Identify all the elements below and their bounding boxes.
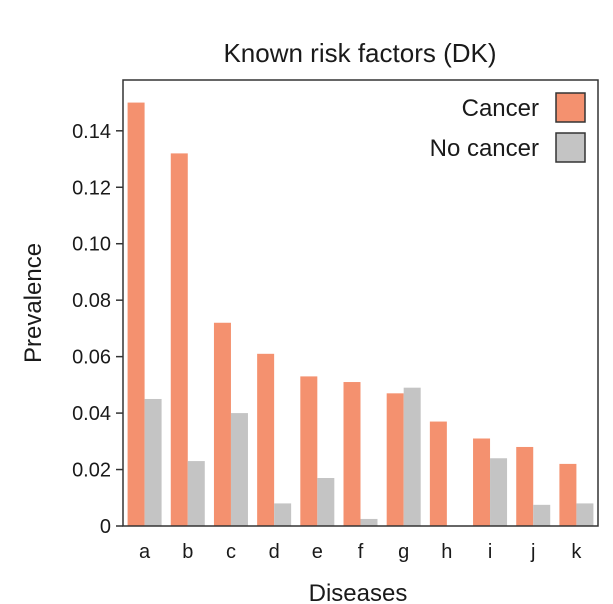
x-tick-label: h bbox=[441, 541, 452, 563]
plot-area: a b c d e f g h i j k 0 0.02 0.04 0.06 0.08 0.10 0.12 0.14 bbox=[72, 79, 599, 563]
x-tick-label: f bbox=[358, 541, 364, 563]
x-tick-label: c bbox=[226, 541, 236, 563]
y-tick-label: 0 bbox=[100, 516, 111, 538]
bar-g-cancer bbox=[386, 393, 404, 526]
bar-k-no-cancer bbox=[576, 503, 594, 526]
bar-b-cancer bbox=[170, 153, 188, 527]
x-tick-label: d bbox=[269, 541, 280, 563]
bar-i-cancer bbox=[473, 438, 491, 526]
legend-swatch-cancer bbox=[555, 92, 586, 123]
bar-d-no-cancer bbox=[274, 503, 292, 526]
y-tick-label: 0.08 bbox=[72, 290, 111, 312]
y-tick-label: 0.02 bbox=[72, 460, 111, 482]
x-tick-label: b bbox=[182, 541, 193, 563]
y-tick-label: 0.10 bbox=[72, 234, 111, 256]
bar-h-cancer bbox=[429, 421, 447, 526]
x-tick-label: g bbox=[398, 541, 409, 563]
x-tick-label: j bbox=[530, 541, 535, 563]
legend-swatch-no-cancer bbox=[555, 132, 586, 163]
y-tick-label: 0.12 bbox=[72, 177, 111, 199]
bar-c-cancer bbox=[213, 322, 231, 526]
legend: Cancer No cancer bbox=[430, 92, 586, 163]
y-axis-label: Prevalence bbox=[20, 243, 47, 363]
chart-title: Known risk factors (DK) bbox=[223, 38, 496, 68]
x-axis-label: Diseases bbox=[309, 580, 408, 604]
bar-c-no-cancer bbox=[230, 413, 248, 526]
bar-a-no-cancer bbox=[144, 398, 162, 526]
bar-j-no-cancer bbox=[533, 504, 551, 526]
bar-e-cancer bbox=[300, 376, 318, 526]
bar-i-no-cancer bbox=[490, 458, 508, 526]
bar-a-cancer bbox=[127, 102, 145, 526]
x-tick-label: a bbox=[139, 541, 151, 563]
x-tick-label: k bbox=[571, 541, 582, 563]
bar-g-no-cancer bbox=[403, 387, 421, 526]
bar-f-no-cancer bbox=[360, 518, 378, 526]
x-tick-label: e bbox=[312, 541, 323, 563]
legend-label-no-cancer: No cancer bbox=[430, 135, 539, 162]
bar-b-no-cancer bbox=[187, 461, 205, 526]
plot-frame bbox=[122, 79, 599, 527]
bar-f-cancer bbox=[343, 382, 361, 526]
y-tick-label: 0.04 bbox=[72, 403, 111, 425]
x-tick-label: i bbox=[488, 541, 492, 563]
y-tick-label: 0.06 bbox=[72, 347, 111, 369]
bar-d-cancer bbox=[257, 353, 275, 526]
bar-j-cancer bbox=[516, 446, 534, 526]
y-tick-label: 0.14 bbox=[72, 121, 111, 143]
bar-e-no-cancer bbox=[317, 478, 335, 526]
legend-label-cancer: Cancer bbox=[462, 95, 539, 122]
bar-k-cancer bbox=[559, 463, 577, 526]
